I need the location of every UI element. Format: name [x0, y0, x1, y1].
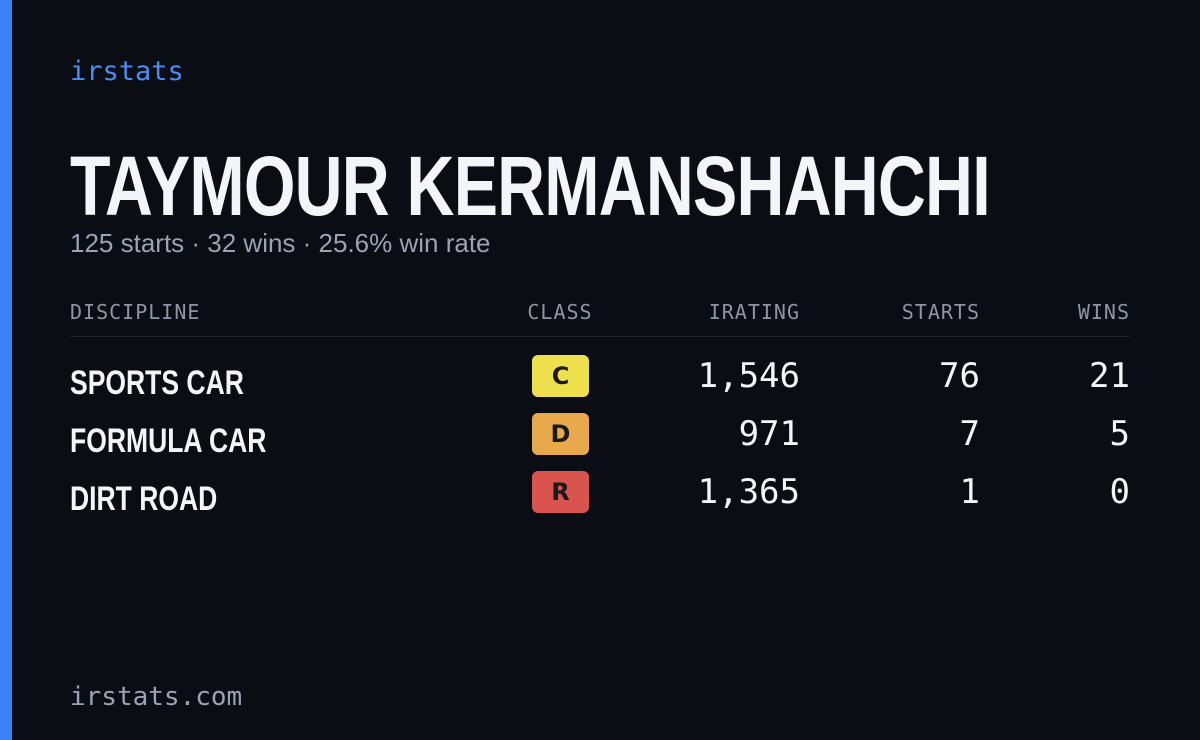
class-badge: R [532, 471, 589, 513]
driver-name: TAYMOUR KERMANSHAHCHI [70, 139, 991, 233]
stat-value: 76 [939, 356, 980, 396]
stat-value: 971 [738, 414, 800, 454]
column-header: STARTS [901, 300, 980, 324]
stat-value: 1,546 [697, 356, 800, 396]
stat-value: 7 [959, 414, 980, 454]
class-badge: C [532, 355, 589, 397]
stat-value: 1,365 [697, 472, 800, 512]
footer-url: irstats.com [70, 682, 243, 712]
discipline: FORMULA CAR [70, 422, 267, 460]
class-badge: D [532, 413, 589, 455]
stat-value: 1 [959, 472, 980, 512]
column-header: IRATING [708, 300, 800, 324]
column-header: WINS [1077, 300, 1130, 324]
brand: irstats [70, 56, 184, 87]
discipline: DIRT ROAD [70, 480, 218, 518]
accent-bar [0, 0, 12, 740]
column-header: CLASS [527, 300, 593, 324]
stat-value: 0 [1109, 472, 1130, 512]
stat-value: 5 [1109, 414, 1130, 454]
summary: 125 starts · 32 wins · 25.6% win rate [70, 228, 491, 258]
stat-value: 21 [1089, 356, 1130, 396]
header-rule [70, 336, 1130, 337]
column-header: DISCIPLINE [70, 300, 201, 324]
discipline: SPORTS CAR [70, 364, 244, 402]
